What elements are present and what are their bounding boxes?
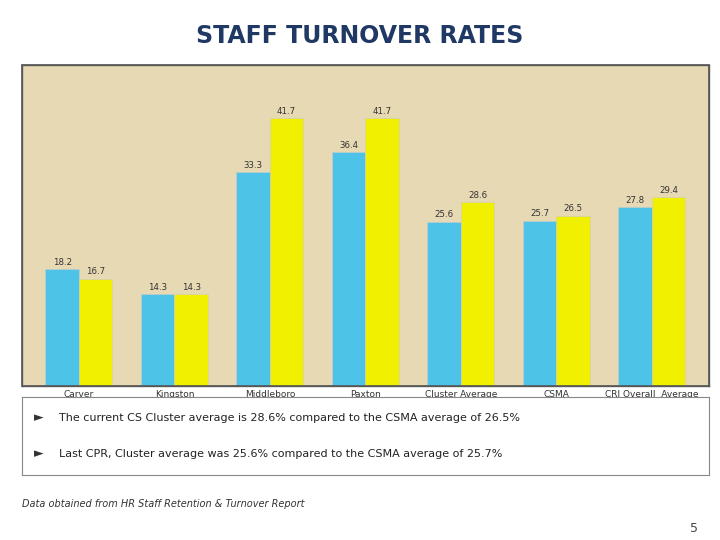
Bar — [618, 207, 652, 386]
Text: 25.7: 25.7 — [530, 210, 549, 218]
Bar — [236, 172, 270, 386]
Text: 28.6: 28.6 — [468, 191, 487, 200]
Text: 36.4: 36.4 — [339, 140, 359, 150]
Text: Data obtained from HR Staff Retention & Turnover Report: Data obtained from HR Staff Retention & … — [22, 499, 304, 509]
Bar — [523, 221, 557, 386]
Bar — [652, 197, 685, 386]
Text: 41.7: 41.7 — [277, 106, 296, 116]
Text: The current CS Cluster average is 28.6% compared to the CSMA average of 26.5%: The current CS Cluster average is 28.6% … — [60, 413, 521, 423]
Text: ►: ► — [34, 448, 44, 461]
Bar — [174, 294, 208, 386]
Bar — [141, 294, 174, 386]
Text: 25.6: 25.6 — [435, 210, 454, 219]
Bar — [428, 221, 461, 386]
Bar — [332, 152, 366, 386]
Text: 41.7: 41.7 — [372, 106, 392, 116]
Bar — [270, 118, 303, 386]
Legend: June 2013, April 2014: June 2013, April 2014 — [169, 442, 356, 452]
Text: 26.5: 26.5 — [564, 204, 582, 213]
Text: 18.2: 18.2 — [53, 258, 72, 267]
Text: STAFF TURNOVER RATES: STAFF TURNOVER RATES — [197, 24, 523, 48]
Text: 16.7: 16.7 — [86, 267, 105, 276]
Text: 29.4: 29.4 — [659, 186, 678, 194]
Text: Last CPR, Cluster average was 25.6% compared to the CSMA average of 25.7%: Last CPR, Cluster average was 25.6% comp… — [60, 449, 503, 459]
Text: 5: 5 — [690, 522, 698, 535]
Text: ►: ► — [34, 411, 44, 424]
Text: 14.3: 14.3 — [181, 282, 201, 292]
Bar — [79, 279, 112, 386]
Text: 27.8: 27.8 — [626, 196, 644, 205]
Bar — [45, 269, 79, 386]
Text: 33.3: 33.3 — [243, 160, 263, 170]
Bar — [461, 202, 495, 386]
Text: 14.3: 14.3 — [148, 282, 167, 292]
Bar — [366, 118, 399, 386]
Bar — [557, 216, 590, 386]
